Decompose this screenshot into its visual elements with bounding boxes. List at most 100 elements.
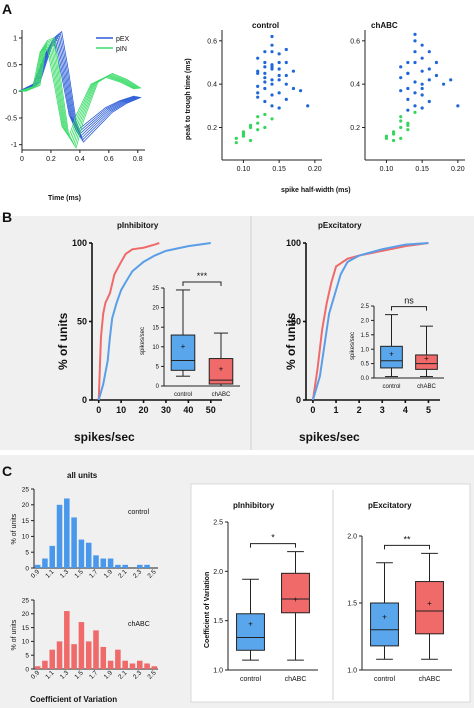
x-tick-label: 50 — [206, 405, 216, 415]
scatter-point-blue — [399, 76, 403, 80]
hist-y-tick-label: 10 — [22, 639, 30, 646]
y-tick-label: 0.6 — [350, 38, 360, 45]
y-tick-label: 0 — [82, 395, 87, 405]
hist-bar — [122, 660, 128, 669]
significance-bracket — [182, 281, 222, 286]
scatter-point-blue — [420, 43, 424, 47]
scatter-point-blue — [256, 56, 260, 60]
box-mean-marker: + — [424, 354, 429, 363]
scatter-point-blue — [413, 50, 417, 54]
scatter-point-green — [406, 123, 410, 127]
scatter-point-blue — [406, 86, 410, 91]
box-mean-marker: + — [219, 364, 224, 373]
scatter-point-green — [263, 112, 267, 117]
scatter-chabc-plot: 0.10 0.15 0.20 0.2 0.4 0.6 — [350, 30, 465, 173]
x-tick-label: 4 — [403, 405, 408, 415]
hist-bar — [49, 545, 56, 568]
scatter-point-blue — [413, 91, 417, 95]
box-category-label: chABC — [285, 676, 307, 683]
scatter-point-blue — [277, 52, 281, 56]
box-y-tick-label: 1.5 — [361, 333, 370, 339]
hist-bar — [64, 498, 70, 568]
hist-bar — [151, 666, 158, 669]
box-y-tick-label: 2.0 — [213, 569, 223, 576]
scatter-point-blue — [413, 32, 417, 36]
x-tick-label: 5 — [426, 405, 431, 415]
hist-bar — [129, 663, 136, 669]
cv-pexcitatory-plot: 1.0 1.5 2.0 + control + chABC ** — [347, 533, 452, 683]
box-y-tick-label: 2.0 — [347, 533, 357, 540]
hist-bar — [85, 641, 92, 669]
hist-x-tick-label: 0.9 — [30, 568, 42, 580]
scatter-point-green — [248, 123, 253, 127]
hist-x-tick-label: 2.1 — [117, 669, 129, 681]
legend-label-pex: pEX — [116, 36, 130, 43]
hist-bar — [144, 663, 150, 669]
box-category-label: control — [382, 384, 400, 390]
hist-bar — [136, 660, 143, 669]
hist-bar — [42, 660, 48, 669]
scatter-control-plot: 0.10 0.15 0.20 0.2 0.4 0.6 — [207, 30, 322, 173]
scatter-point-blue — [434, 73, 439, 78]
y-tick-label: 100 — [286, 238, 301, 248]
scatter-point-green — [256, 121, 260, 125]
box-y-tick-label: 5 — [156, 365, 160, 371]
scatter-point-blue — [263, 99, 267, 104]
scatter-point-green — [399, 136, 403, 140]
x-tick-label: 2 — [357, 405, 362, 415]
y-tick-label: 0.2 — [207, 125, 217, 132]
hist-bar — [115, 649, 121, 669]
significance-label: ns — [404, 296, 414, 306]
y-tick-label: 50 — [77, 317, 87, 327]
hist-bar — [34, 564, 41, 568]
scatter-point-blue — [263, 50, 267, 54]
hist-bar — [107, 660, 114, 669]
box-y-tick-label: 1.0 — [347, 667, 357, 674]
scatter-point-blue — [399, 89, 403, 93]
box-y-tick-label: 0.5 — [361, 362, 370, 368]
box-mean-marker: + — [427, 599, 432, 608]
hist-bar — [144, 564, 150, 568]
y-tick-label: -0.5 — [5, 115, 17, 122]
scatter-point-blue — [270, 78, 274, 82]
hist-bar — [71, 644, 77, 669]
box-chabc — [415, 354, 438, 370]
hist-xlabel: Coefficient of Variation — [30, 695, 117, 704]
scatter-point-blue — [406, 71, 410, 75]
box-mean-marker: + — [181, 342, 186, 351]
cdf-pinhibitory-ylabel: % of units — [56, 312, 70, 370]
scatter-point-blue — [284, 82, 288, 86]
scatter-point-blue — [256, 91, 260, 95]
box-y-tick-label: 1.0 — [361, 347, 370, 353]
hist-x-tick-label: 1.3 — [59, 669, 71, 681]
hist-x-tick-label: 2.5 — [146, 669, 158, 681]
scatter-point-blue — [291, 69, 296, 73]
scatter-point-blue — [270, 43, 274, 47]
scatter-point-blue — [256, 84, 260, 88]
cv-ylabel: Coefficient of Variation — [204, 572, 211, 648]
cdf-line — [97, 242, 211, 401]
hist-bar — [100, 558, 107, 568]
hist-x-tick-label: 1.1 — [44, 568, 56, 580]
box-y-tick-label: 1.0 — [213, 667, 223, 674]
hist-bar — [56, 641, 63, 669]
box-control — [170, 334, 196, 371]
scatter-point-blue — [270, 50, 274, 54]
hist-bar — [122, 564, 128, 568]
scatter-point-blue — [263, 60, 267, 65]
hist-bar — [34, 666, 41, 669]
scatter-point-blue — [263, 86, 267, 91]
scatter-point-blue — [263, 71, 267, 75]
hist-x-tick-label: 2.3 — [132, 669, 144, 681]
hist-bar — [42, 558, 48, 568]
x-tick-label: 0.20 — [451, 166, 465, 173]
scatter-point-blue — [270, 63, 274, 67]
hist-ylabel: % of units — [11, 619, 18, 650]
hist-x-tick-label: 0.9 — [30, 669, 42, 681]
y-tick-label: -1 — [11, 142, 17, 149]
scatter-point-blue — [263, 76, 267, 80]
y-tick-label: 0.2 — [350, 125, 360, 132]
x-tick-label: 0.15 — [272, 166, 286, 173]
box-control — [236, 613, 265, 651]
scatter-ylabel: peak to trough time (ms) — [185, 58, 192, 140]
